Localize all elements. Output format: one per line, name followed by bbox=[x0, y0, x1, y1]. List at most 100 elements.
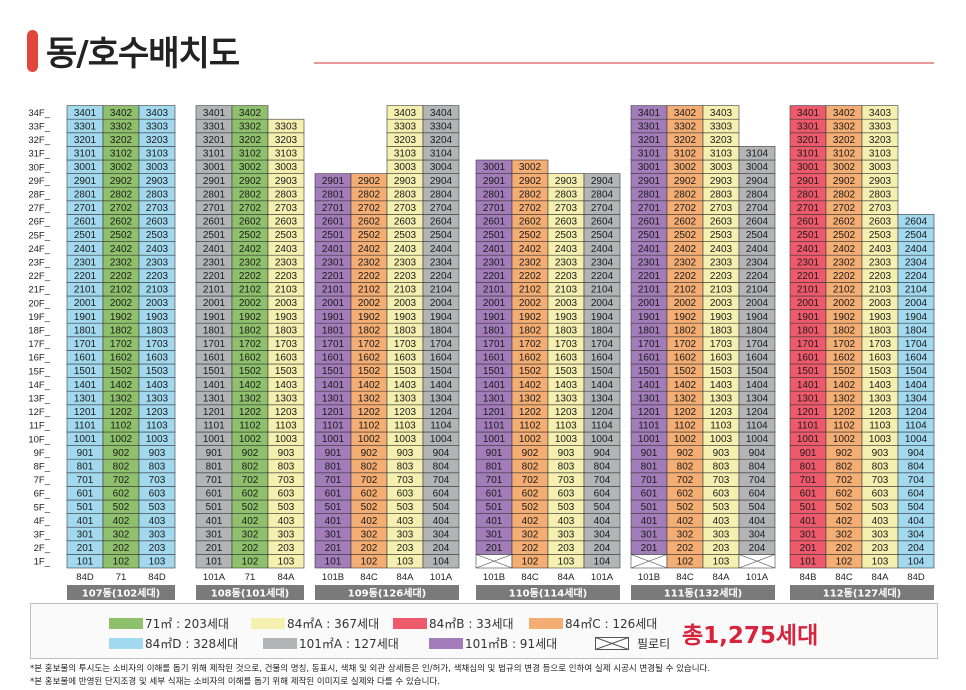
unit-number: 803 bbox=[713, 461, 730, 472]
unit-number: 201 bbox=[641, 543, 658, 554]
unit-number: 2502 bbox=[519, 230, 542, 241]
unit-number: 303 bbox=[397, 529, 414, 540]
unit-number: 901 bbox=[486, 448, 503, 459]
unit-number: 2601 bbox=[322, 217, 345, 228]
unit-number: 3402 bbox=[239, 108, 262, 119]
unit-number: 203 bbox=[558, 543, 575, 554]
unit-number: 1002 bbox=[358, 434, 381, 445]
unit-number: 803 bbox=[872, 461, 889, 472]
unit-number: 1104 bbox=[430, 421, 452, 432]
unit-number: 2102 bbox=[674, 285, 697, 296]
unit-number: 2202 bbox=[674, 271, 697, 282]
unit-number: 701 bbox=[325, 475, 342, 486]
unit-number: 1602 bbox=[833, 353, 856, 364]
unit-number: 2601 bbox=[638, 217, 661, 228]
unit-number: 801 bbox=[77, 461, 94, 472]
unit-number: 2004 bbox=[430, 298, 453, 309]
unit-number: 3001 bbox=[638, 162, 661, 173]
unit-number: 601 bbox=[486, 489, 503, 500]
unit-number: 204 bbox=[908, 543, 925, 554]
unit-number: 2701 bbox=[203, 203, 226, 214]
unit-number: 102 bbox=[522, 557, 539, 568]
unit-number: 3303 bbox=[394, 121, 417, 132]
unit-number: 1201 bbox=[74, 407, 97, 418]
unit-number: 303 bbox=[872, 529, 889, 540]
unit-number: 2801 bbox=[797, 189, 820, 200]
floor-label: 15F_ bbox=[28, 366, 50, 377]
unit-number: 303 bbox=[278, 529, 295, 540]
unit-type-label: 84C bbox=[521, 572, 539, 583]
legend-swatch-84c bbox=[529, 618, 563, 629]
unit-number: 2102 bbox=[358, 285, 381, 296]
unit-number: 2802 bbox=[358, 189, 381, 200]
unit-number: 303 bbox=[149, 529, 166, 540]
unit-number: 2902 bbox=[358, 176, 381, 187]
unit-number: 1403 bbox=[275, 380, 298, 391]
unit-number: 503 bbox=[872, 502, 889, 513]
unit-number: 2103 bbox=[710, 285, 733, 296]
unit-number: 2103 bbox=[275, 285, 298, 296]
unit-number: 3103 bbox=[394, 149, 417, 160]
unit-number: 102 bbox=[361, 557, 378, 568]
unit-number: 2902 bbox=[519, 176, 542, 187]
unit-number: 703 bbox=[278, 475, 295, 486]
unit-number: 2104 bbox=[591, 285, 614, 296]
unit-number: 103 bbox=[397, 557, 414, 568]
unit-number: 1402 bbox=[110, 380, 133, 391]
building-label: 109동(126세대) bbox=[348, 587, 427, 600]
unit-number: 1901 bbox=[203, 312, 226, 323]
unit-number: 1603 bbox=[394, 353, 417, 364]
unit-cell bbox=[511, 159, 549, 174]
unit-number: 1001 bbox=[322, 434, 345, 445]
unit-number: 1402 bbox=[519, 380, 542, 391]
unit-number: 703 bbox=[872, 475, 889, 486]
unit-number: 3002 bbox=[519, 162, 542, 173]
legend-swatch-71 bbox=[109, 618, 143, 629]
unit-number: 1502 bbox=[239, 366, 262, 377]
unit-number: 1401 bbox=[74, 380, 97, 391]
unit-number: 3303 bbox=[275, 121, 298, 132]
unit-number: 2903 bbox=[394, 176, 417, 187]
unit-number: 1102 bbox=[239, 421, 261, 432]
unit-number: 2204 bbox=[430, 271, 453, 282]
unit-number: 1102 bbox=[358, 421, 380, 432]
unit-number: 2304 bbox=[746, 257, 769, 268]
unit-number: 2401 bbox=[638, 244, 661, 255]
unit-number: 2303 bbox=[869, 257, 892, 268]
unit-number: 702 bbox=[113, 475, 130, 486]
unit-number: 1302 bbox=[833, 393, 856, 404]
unit-number: 804 bbox=[908, 461, 925, 472]
unit-number: 1303 bbox=[869, 393, 892, 404]
unit-type-label: 84B bbox=[800, 572, 817, 583]
unit-number: 2402 bbox=[833, 244, 856, 255]
unit-number: 502 bbox=[677, 502, 694, 513]
unit-number: 3401 bbox=[797, 108, 820, 119]
unit-number: 1702 bbox=[110, 339, 133, 350]
unit-number: 2603 bbox=[869, 217, 892, 228]
building-label: 111동(132세대) bbox=[664, 587, 743, 600]
unit-number: 2001 bbox=[797, 298, 820, 309]
unit-number: 2104 bbox=[746, 285, 769, 296]
unit-number: 1601 bbox=[322, 353, 345, 364]
disclaimer-note-1: *본 홍보물의 투시도는 소비자의 이해를 돕기 위해 제작된 것으로, 건물의… bbox=[30, 664, 711, 674]
unit-number: 902 bbox=[677, 448, 694, 459]
unit-number: 1101 bbox=[483, 421, 505, 432]
unit-number: 2101 bbox=[483, 285, 506, 296]
unit-number: 1601 bbox=[797, 353, 820, 364]
floor-label: 20F_ bbox=[28, 298, 50, 309]
unit-number: 2703 bbox=[146, 203, 169, 214]
unit-number: 1104 bbox=[746, 421, 768, 432]
unit-number: 1204 bbox=[591, 407, 614, 418]
floor-label: 31F_ bbox=[28, 149, 50, 160]
unit-number: 2003 bbox=[710, 298, 733, 309]
unit-number: 1302 bbox=[110, 393, 133, 404]
unit-number: 804 bbox=[594, 461, 611, 472]
unit-number: 2803 bbox=[710, 189, 733, 200]
unit-number: 202 bbox=[242, 543, 259, 554]
unit-number: 2101 bbox=[322, 285, 345, 296]
unit-type-label: 101B bbox=[638, 572, 660, 583]
unit-number: 1103 bbox=[710, 421, 732, 432]
unit-number: 304 bbox=[908, 529, 925, 540]
unit-number: 1803 bbox=[555, 325, 578, 336]
unit-number: 2202 bbox=[519, 271, 542, 282]
